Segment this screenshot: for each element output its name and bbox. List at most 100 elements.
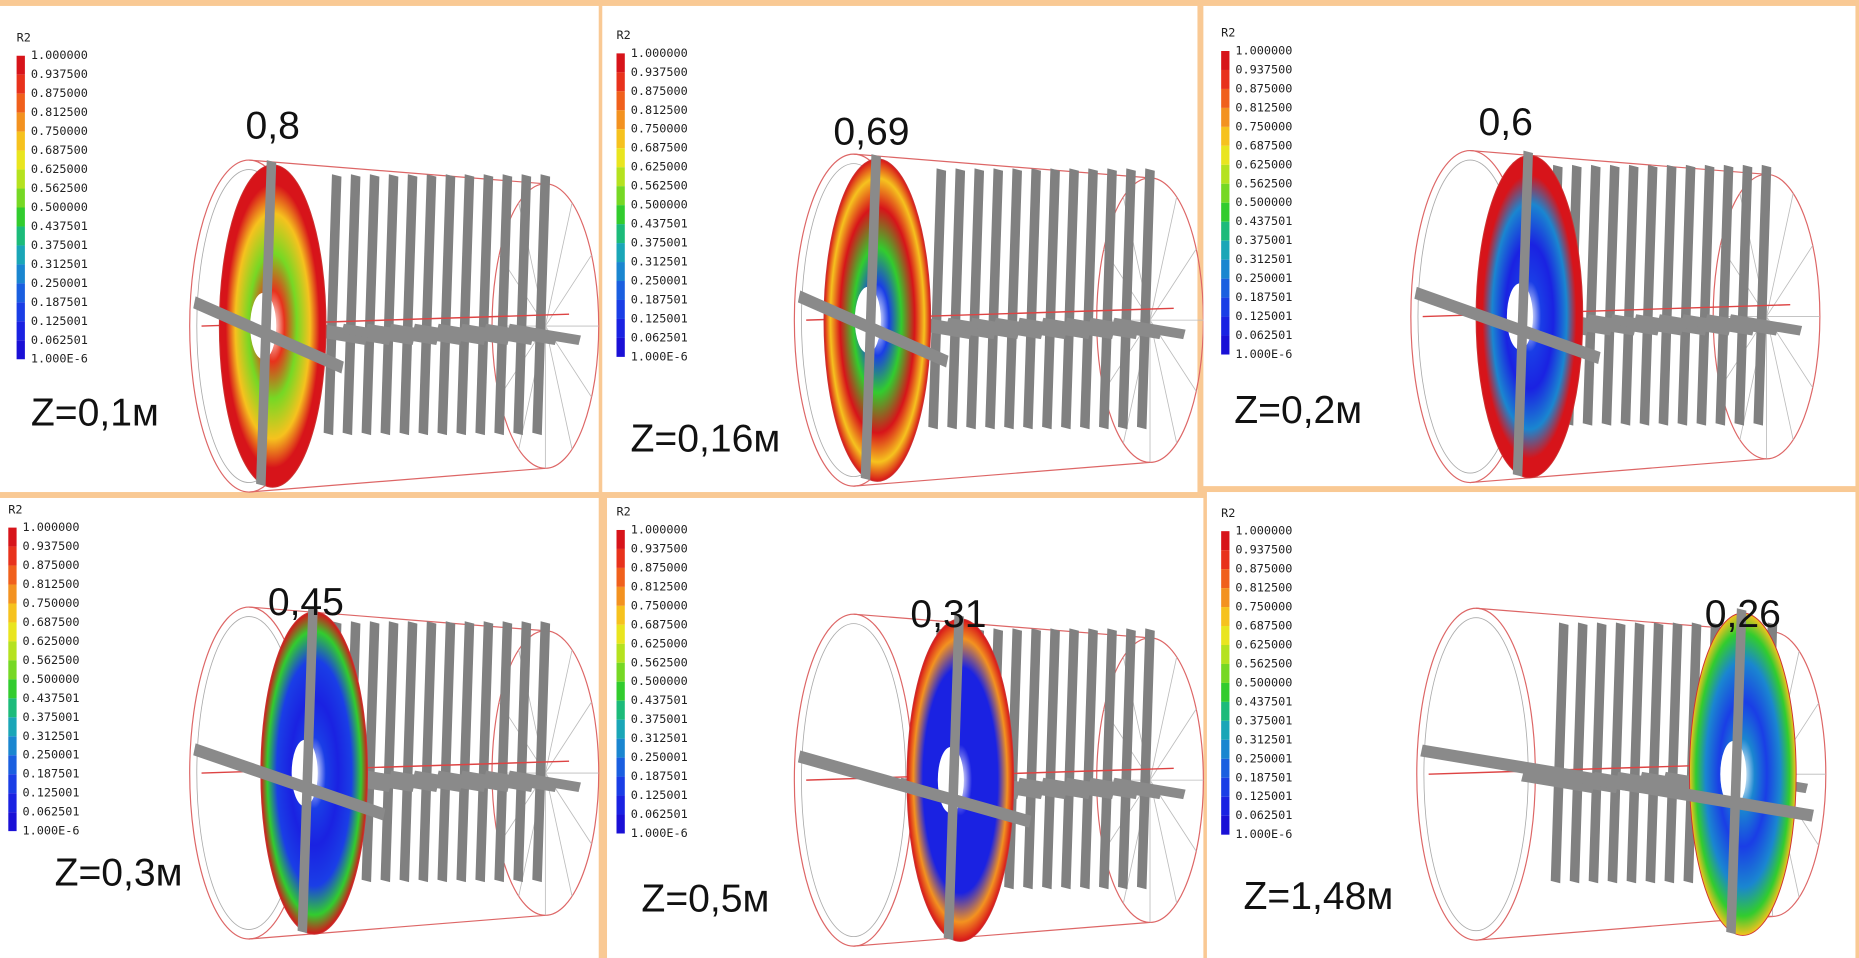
legend-swatch — [617, 110, 625, 129]
legend-label: 0.562500 — [631, 655, 688, 669]
legend-label: 0.875000 — [23, 558, 80, 572]
legend-label: 0.187501 — [631, 769, 688, 783]
legend-label: 0.625000 — [1235, 637, 1292, 651]
legend-swatch — [8, 774, 16, 793]
legend-label: 0.562500 — [31, 181, 88, 195]
legend-label: 0.562500 — [1235, 176, 1292, 190]
legend-swatch — [617, 281, 625, 300]
legend-swatch — [1221, 740, 1229, 759]
z-label: Z=0,2м — [1234, 389, 1362, 432]
legend-label: 0.250001 — [631, 274, 688, 288]
legend-swatch — [617, 129, 625, 148]
legend-label: 0.500000 — [23, 672, 80, 686]
legend-label: 0.312501 — [23, 729, 80, 743]
legend-swatch — [8, 660, 16, 679]
legend-swatch — [617, 167, 625, 186]
legend-label: 0.875000 — [1235, 562, 1292, 576]
legend-swatch — [617, 72, 625, 91]
legend-label: 1.000E-6 — [631, 826, 688, 840]
legend-label: 0.125001 — [631, 311, 688, 325]
legend-swatch — [1221, 702, 1229, 721]
legend-label: 0.062501 — [23, 805, 80, 819]
legend-swatch — [1221, 184, 1229, 203]
legend-swatch — [1221, 70, 1229, 89]
legend-label: 0.312501 — [1235, 732, 1292, 746]
legend-label: 0.375001 — [1235, 233, 1292, 247]
legend-swatch — [17, 321, 25, 340]
legend-title: R2 — [1221, 506, 1235, 520]
legend-label: 0.812500 — [631, 103, 688, 117]
legend-swatch — [617, 300, 625, 319]
legend-swatch — [617, 701, 625, 720]
value-label: 0,8 — [245, 104, 299, 147]
legend-swatch — [1221, 759, 1229, 778]
legend-swatch — [617, 606, 625, 625]
legend-swatch — [17, 113, 25, 132]
legend-label: 0.437501 — [631, 693, 688, 707]
legend-label: 0.750000 — [31, 124, 88, 138]
legend-swatch — [1221, 550, 1229, 569]
legend-label: 0.500000 — [31, 200, 88, 214]
legend-label: 0.062501 — [631, 807, 688, 821]
legend-swatch — [17, 56, 25, 75]
legend-label: 0.937500 — [23, 539, 80, 553]
legend-swatch — [8, 585, 16, 604]
legend-title: R2 — [617, 28, 631, 42]
legend-label: 0.250001 — [1235, 751, 1292, 765]
legend-swatch — [1221, 108, 1229, 127]
legend-swatch — [8, 717, 16, 736]
legend-swatch — [617, 663, 625, 682]
z-label: Z=0,16м — [631, 417, 781, 460]
z-label: Z=0,1м — [31, 391, 159, 434]
legend-title: R2 — [1221, 26, 1235, 40]
legend-label: 0.375001 — [631, 236, 688, 250]
legend-swatch — [1221, 607, 1229, 626]
legend-label: 0.437501 — [1235, 694, 1292, 708]
legend-label: 0.687500 — [23, 615, 80, 629]
legend-label: 0.875000 — [1235, 81, 1292, 95]
legend-label: 0.062501 — [1235, 328, 1292, 342]
legend-label: 0.562500 — [23, 653, 80, 667]
legend-label: 0.312501 — [631, 255, 688, 269]
legend-label: 0.812500 — [31, 105, 88, 119]
legend-swatch — [8, 641, 16, 660]
legend-swatch — [617, 243, 625, 262]
legend-swatch — [1221, 165, 1229, 184]
legend-label: 1.000E-6 — [631, 349, 688, 363]
legend-label: 0.250001 — [23, 748, 80, 762]
value-label: 0,6 — [1479, 101, 1533, 144]
legend-swatch — [617, 530, 625, 549]
legend-swatch — [1221, 569, 1229, 588]
legend-label: 0.187501 — [1235, 770, 1292, 784]
legend-label: 0.125001 — [631, 788, 688, 802]
legend-label: 0.625000 — [1235, 157, 1292, 171]
legend-swatch — [8, 547, 16, 566]
legend-swatch — [617, 338, 625, 357]
panel: R21.0000000.9375000.8750000.8125000.7500… — [1203, 6, 1855, 486]
legend-label: 0.812500 — [1235, 581, 1292, 595]
legend-swatch — [8, 736, 16, 755]
legend-swatch — [17, 245, 25, 264]
legend-label: 0.750000 — [631, 598, 688, 612]
legend-swatch — [617, 224, 625, 243]
legend-swatch — [17, 264, 25, 283]
z-label: Z=0,5м — [641, 877, 769, 920]
legend-label: 0.437501 — [631, 217, 688, 231]
legend-label: 0.812500 — [631, 579, 688, 593]
legend-label: 0.250001 — [1235, 271, 1292, 285]
legend-swatch — [17, 75, 25, 94]
legend-label: 0.625000 — [631, 636, 688, 650]
legend-label: 1.000000 — [31, 48, 88, 62]
legend-title: R2 — [8, 502, 22, 516]
legend-label: 0.250001 — [31, 276, 88, 290]
legend-label: 0.875000 — [631, 560, 688, 574]
figure: R2 1.000000 0.937500 0.875000 0.812500 0.7500… — [0, 0, 1859, 958]
legend-swatch — [17, 340, 25, 359]
z-label: Z=1,48м — [1243, 875, 1393, 918]
legend-label: 0.062501 — [631, 330, 688, 344]
legend-label: 0.437501 — [23, 691, 80, 705]
legend-swatch — [1221, 241, 1229, 260]
legend-swatch — [1221, 146, 1229, 165]
legend-label: 0.375001 — [31, 238, 88, 252]
legend-swatch — [617, 777, 625, 796]
